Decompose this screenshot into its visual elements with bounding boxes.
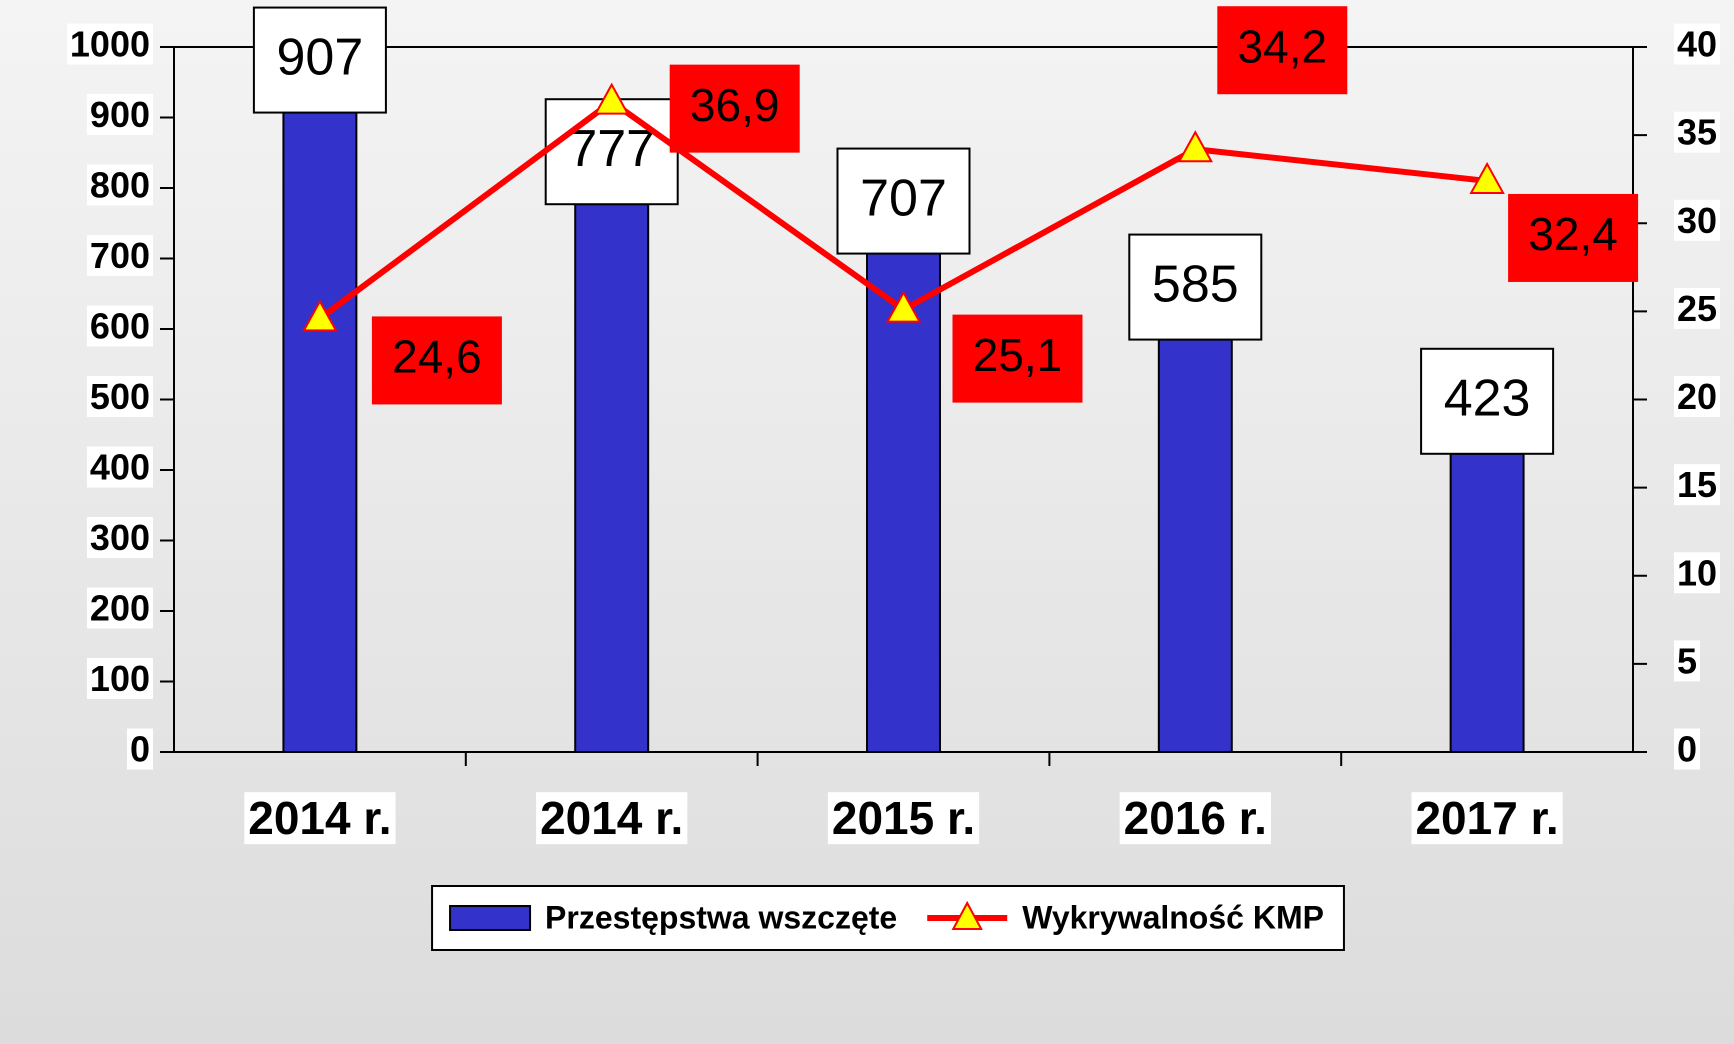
bar-label: 707 bbox=[860, 169, 947, 227]
legend-swatch bbox=[449, 905, 532, 931]
x-tick-label-bg bbox=[244, 792, 396, 845]
marker bbox=[1177, 130, 1213, 163]
marker bbox=[594, 82, 630, 115]
y2-tick-label: 15 bbox=[1677, 464, 1717, 505]
y-tick-label-bg bbox=[86, 235, 153, 277]
y-tick-label: 300 bbox=[90, 517, 150, 558]
x-tick-label-bg bbox=[827, 792, 980, 845]
x-tick-label-bg bbox=[536, 792, 688, 845]
line-label: 24,6 bbox=[392, 331, 482, 383]
y2-tick-label: 25 bbox=[1677, 288, 1717, 329]
y-tick-label-bg bbox=[86, 587, 153, 629]
y-tick-label: 1000 bbox=[70, 24, 150, 65]
legend-label: Wykrywalność KMP bbox=[1022, 899, 1324, 935]
legend-label: Przestępstwa wszczęte bbox=[545, 899, 897, 935]
y2-tick-label-bg bbox=[1674, 464, 1721, 506]
x-tick-label: 2014 r. bbox=[248, 792, 391, 844]
x-tick-label-bg bbox=[1411, 792, 1563, 845]
bar bbox=[1157, 338, 1233, 753]
y2-tick-label: 30 bbox=[1677, 200, 1717, 241]
bar-label: 907 bbox=[277, 28, 364, 86]
bar-label-box bbox=[252, 6, 387, 114]
bar-label: 423 bbox=[1444, 370, 1531, 428]
x-tick-label-bg bbox=[1119, 792, 1271, 845]
bar-label: 585 bbox=[1152, 255, 1239, 313]
legend: Przestępstwa wszczęte Wykrywalność KMP bbox=[431, 885, 1345, 951]
y2-tick-label-bg bbox=[1674, 728, 1701, 770]
y2-tick-label-bg bbox=[1674, 199, 1721, 241]
line-label-box bbox=[1217, 6, 1348, 95]
y2-tick-label: 10 bbox=[1677, 552, 1717, 593]
y2-tick-label-bg bbox=[1674, 552, 1721, 594]
y-tick-label: 700 bbox=[90, 235, 150, 276]
y2-tick-label: 35 bbox=[1677, 112, 1717, 153]
y-tick-label-bg bbox=[86, 376, 153, 418]
line-label: 25,1 bbox=[973, 329, 1063, 381]
x-tick-label: 2017 r. bbox=[1415, 792, 1558, 844]
y-tick-label-bg bbox=[86, 517, 153, 559]
y2-tick-label: 40 bbox=[1677, 24, 1717, 65]
bar-label-box bbox=[836, 147, 971, 255]
bar bbox=[282, 111, 358, 753]
y-tick-label-bg bbox=[86, 658, 153, 700]
y-tick-label-bg bbox=[86, 305, 153, 347]
y-tick-label-bg bbox=[66, 23, 153, 65]
marker bbox=[885, 290, 922, 323]
marker bbox=[1469, 161, 1505, 194]
x-tick-label: 2015 r. bbox=[832, 792, 975, 844]
legend-marker bbox=[951, 900, 983, 930]
y2-tick-label-bg bbox=[1674, 640, 1701, 682]
bar bbox=[1449, 452, 1525, 753]
y-tick-label: 200 bbox=[90, 588, 150, 629]
y-tick-label: 500 bbox=[90, 376, 150, 417]
line-label-box bbox=[952, 314, 1083, 403]
y-tick-label-bg bbox=[126, 728, 153, 770]
line-label-box bbox=[1508, 193, 1639, 282]
y2-tick-label-bg bbox=[1674, 23, 1721, 65]
bar-label: 777 bbox=[568, 120, 655, 178]
bar-label-box bbox=[1420, 347, 1555, 455]
y-tick-label: 800 bbox=[90, 165, 150, 206]
y2-tick-label-bg bbox=[1674, 111, 1721, 153]
y2-tick-label: 0 bbox=[1677, 729, 1697, 770]
y-tick-label-bg bbox=[86, 94, 153, 136]
bar-label-box bbox=[1128, 233, 1263, 341]
y2-tick-label-bg bbox=[1674, 376, 1721, 418]
bar bbox=[866, 252, 941, 753]
bar bbox=[574, 203, 650, 753]
y2-tick-label-bg bbox=[1674, 287, 1721, 329]
x-tick-label: 2016 r. bbox=[1124, 792, 1267, 844]
legend-box bbox=[431, 885, 1345, 951]
line-label: 34,2 bbox=[1238, 20, 1328, 72]
line-label: 36,9 bbox=[690, 79, 780, 131]
line-label-box bbox=[669, 64, 800, 153]
y2-tick-label: 20 bbox=[1677, 376, 1717, 417]
y-tick-label-bg bbox=[86, 446, 153, 488]
y-tick-label-bg bbox=[86, 164, 153, 206]
x-tick-label: 2014 r. bbox=[540, 792, 683, 844]
line-label-box bbox=[371, 316, 502, 405]
y2-tick-label: 5 bbox=[1677, 640, 1697, 681]
y-tick-label: 400 bbox=[90, 447, 150, 488]
marker bbox=[302, 299, 338, 332]
y-tick-label: 0 bbox=[130, 729, 150, 770]
line-label: 32,4 bbox=[1528, 208, 1618, 260]
y-tick-label: 600 bbox=[90, 306, 150, 347]
y-tick-label: 900 bbox=[90, 94, 150, 135]
y-tick-label: 100 bbox=[90, 658, 150, 699]
